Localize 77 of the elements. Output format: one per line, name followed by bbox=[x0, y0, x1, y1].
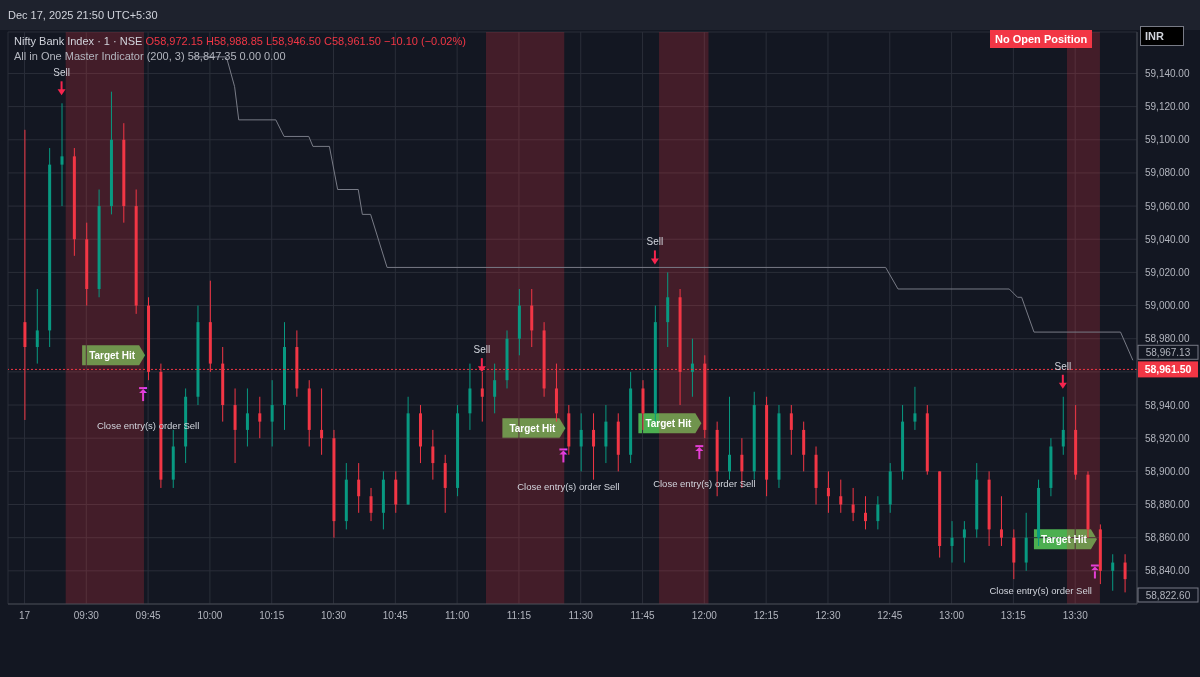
annotation: Close entry(s) order Sell bbox=[989, 585, 1092, 597]
y-tick-label: 58,940.00 bbox=[1145, 399, 1190, 411]
candlestick bbox=[1111, 553, 1115, 592]
x-tick-label: 12:15 bbox=[753, 610, 780, 622]
candlestick bbox=[913, 386, 917, 431]
y-tick-label: 58,900.00 bbox=[1145, 465, 1190, 477]
annotation: All in One Master Indicator (200, 3) 58,847.35 0.00 0.00 bbox=[14, 49, 287, 64]
x-tick-label: 10:00 bbox=[197, 610, 223, 622]
x-tick-label: 11:30 bbox=[568, 610, 594, 622]
x-tick-label: 12:30 bbox=[815, 610, 841, 622]
y-tick-label: 59,000.00 bbox=[1145, 300, 1190, 312]
y-tick-label: 59,040.00 bbox=[1145, 233, 1190, 245]
text: Dec 17, 2025 21:50 UTC+5:30 bbox=[0, 0, 1200, 30]
y-tick-label: 59,080.00 bbox=[1145, 167, 1190, 179]
annotation: Sell bbox=[473, 344, 491, 356]
y-tick-label: 59,100.00 bbox=[1145, 134, 1190, 146]
candlestick bbox=[592, 412, 596, 481]
text: INR bbox=[1140, 26, 1184, 46]
x-tick-label: 13:30 bbox=[1062, 610, 1089, 622]
x-tick-label: 09:30 bbox=[73, 610, 100, 622]
candlestick bbox=[876, 495, 880, 530]
text: 58,967.13 bbox=[1145, 347, 1191, 359]
candlestick bbox=[839, 479, 843, 514]
candlestick bbox=[493, 363, 497, 414]
annotation: Target Hit bbox=[509, 423, 557, 435]
x-tick-label: 17 bbox=[18, 610, 31, 622]
y-tick-label: 58,840.00 bbox=[1145, 565, 1190, 577]
candlestick bbox=[962, 520, 966, 564]
annotation: Sell bbox=[646, 236, 664, 248]
candlestick bbox=[851, 487, 855, 522]
x-tick-label: 12:45 bbox=[877, 610, 903, 622]
candlestick bbox=[35, 288, 39, 365]
candlestick bbox=[258, 396, 262, 439]
x-tick-label: 10:15 bbox=[259, 610, 285, 622]
candlestick bbox=[789, 404, 793, 456]
candlestick bbox=[950, 520, 954, 564]
candlestick bbox=[999, 495, 1003, 547]
candlestick bbox=[60, 102, 64, 207]
annotation: Sell bbox=[53, 67, 70, 79]
candlestick bbox=[270, 379, 274, 447]
y-tick-label: 59,140.00 bbox=[1145, 68, 1190, 79]
text: 58,822.60 bbox=[1145, 590, 1191, 601]
annotation: No Open Position bbox=[990, 30, 1093, 48]
annotation: Sell bbox=[1054, 360, 1072, 372]
candlestick bbox=[320, 387, 324, 456]
x-tick-label: 12:00 bbox=[691, 610, 718, 622]
x-tick-label: 11:45 bbox=[630, 610, 656, 622]
candlestick bbox=[1061, 396, 1065, 456]
y-tick-label: 59,120.00 bbox=[1145, 101, 1190, 113]
x-tick-label: 11:15 bbox=[506, 610, 532, 622]
x-tick-label: 13:00 bbox=[939, 610, 965, 622]
candlestick bbox=[357, 462, 361, 514]
x-tick-label: 11:00 bbox=[444, 610, 470, 622]
y-tick-label: 59,020.00 bbox=[1145, 266, 1190, 278]
candlestick bbox=[826, 470, 830, 514]
x-tick-label: 10:30 bbox=[321, 610, 347, 622]
y-tick-label: 58,860.00 bbox=[1145, 532, 1190, 544]
x-tick-label: 09:45 bbox=[135, 610, 162, 622]
candlestick bbox=[431, 429, 435, 481]
y-tick-label: 58,980.00 bbox=[1145, 333, 1190, 345]
candlestick bbox=[369, 487, 373, 522]
annotation: Close entry(s) order Sell bbox=[517, 481, 620, 493]
candlestick bbox=[1123, 553, 1127, 593]
candlestick bbox=[245, 387, 249, 447]
y-tick-label: 58,920.00 bbox=[1145, 432, 1190, 444]
candlestick bbox=[728, 396, 732, 481]
annotation: Target Hit bbox=[89, 350, 136, 362]
ref-line-label: 58,961.50 bbox=[1144, 363, 1192, 376]
candlestick bbox=[863, 495, 867, 530]
chart-title: Nifty Bank Index · 1 · NSE bbox=[14, 35, 143, 47]
y-tick-label: 59,060.00 bbox=[1145, 200, 1190, 212]
x-tick-label: 10:45 bbox=[382, 610, 409, 622]
y-tick-label: 58,880.00 bbox=[1145, 499, 1190, 511]
candlestick bbox=[579, 412, 583, 472]
annotation: Target Hit bbox=[645, 418, 692, 430]
x-tick-label: 13:15 bbox=[1000, 610, 1027, 622]
annotation: O58,972.15 H58,988.85 L58,946.50 C58,961.50 −10.10 (−0.02%) bbox=[145, 35, 466, 47]
